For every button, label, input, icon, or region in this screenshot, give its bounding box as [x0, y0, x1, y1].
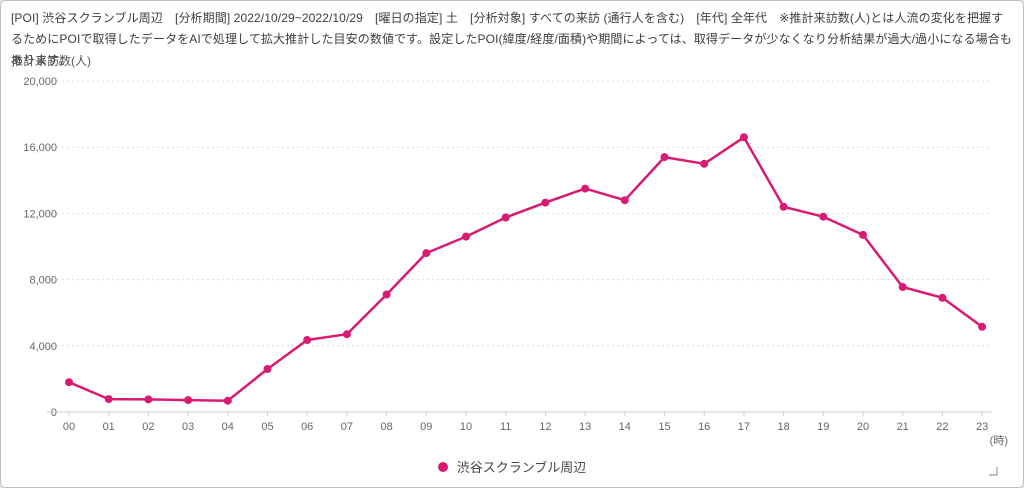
legend-item-shibuya-scramble[interactable]: 渋谷スクランブル周辺 [437, 457, 587, 476]
x-tick-label: 15 [658, 421, 670, 433]
legend-dot-icon [437, 461, 448, 472]
x-tick-label: 18 [777, 421, 789, 433]
data-point [779, 202, 788, 211]
x-tick-label: 16 [698, 421, 710, 433]
data-point [581, 184, 590, 193]
y-tick-label: 4,000 [29, 341, 57, 353]
x-tick-label: 06 [301, 421, 313, 433]
x-tick-label: 01 [103, 421, 115, 433]
x-tick-label: 19 [817, 421, 829, 433]
data-point [303, 336, 312, 344]
data-point [462, 232, 470, 241]
data-point [978, 322, 987, 331]
x-tick-label: 21 [897, 421, 909, 433]
y-tick-label: 20,000 [23, 76, 57, 88]
data-point [422, 249, 431, 258]
data-point [660, 153, 669, 162]
data-point [898, 283, 907, 291]
x-tick-label: 10 [460, 421, 472, 433]
x-axis-unit-label: (時) [990, 434, 1008, 447]
data-point [819, 212, 828, 221]
data-point [263, 365, 272, 373]
x-tick-label: 22 [936, 421, 948, 433]
y-axis-title: 推計来訪数(人) [11, 54, 91, 68]
x-tick-label: 00 [63, 421, 75, 433]
x-tick-label: 05 [261, 421, 273, 433]
data-point [223, 396, 232, 405]
data-point [541, 198, 550, 207]
x-tick-label: 03 [182, 421, 194, 433]
y-tick-label: 16,000 [23, 142, 57, 154]
data-point [859, 230, 867, 239]
data-point [184, 396, 193, 405]
data-point [65, 378, 73, 387]
data-point [342, 330, 351, 339]
data-point [739, 133, 748, 142]
x-tick-label: 02 [142, 421, 154, 433]
x-tick-label: 09 [420, 421, 432, 433]
analysis-conditions-text: [POI] 渋谷スクランブル周辺 [分析期間] 2022/10/29~2022/… [11, 11, 1012, 67]
x-tick-label: 08 [380, 421, 392, 433]
data-point [382, 290, 391, 299]
x-tick-label: 04 [222, 421, 234, 433]
y-tick-label: 12,000 [23, 208, 57, 220]
chart-legend: 渋谷スクランブル周辺 [1, 457, 1023, 476]
data-point [620, 196, 629, 205]
y-tick-label: 8,000 [29, 275, 57, 287]
data-point [501, 213, 510, 222]
x-tick-label: 23 [976, 421, 988, 433]
series-line [67, 136, 984, 402]
x-tick-label: 07 [341, 421, 353, 433]
x-tick-label: 20 [857, 421, 869, 433]
legend-label: 渋谷スクランブル周辺 [456, 460, 587, 475]
y-tick-label: 0 [51, 407, 57, 419]
data-point [144, 395, 153, 404]
x-tick-label: 11 [500, 421, 511, 433]
x-tick-label: 14 [619, 421, 631, 433]
data-point [938, 293, 947, 302]
x-tick-label: 13 [579, 421, 591, 433]
data-point [104, 395, 113, 404]
data-point [700, 159, 709, 168]
x-tick-label: 12 [539, 421, 551, 433]
resize-handle-icon[interactable] [988, 466, 998, 476]
x-tick-label: 17 [738, 421, 750, 433]
